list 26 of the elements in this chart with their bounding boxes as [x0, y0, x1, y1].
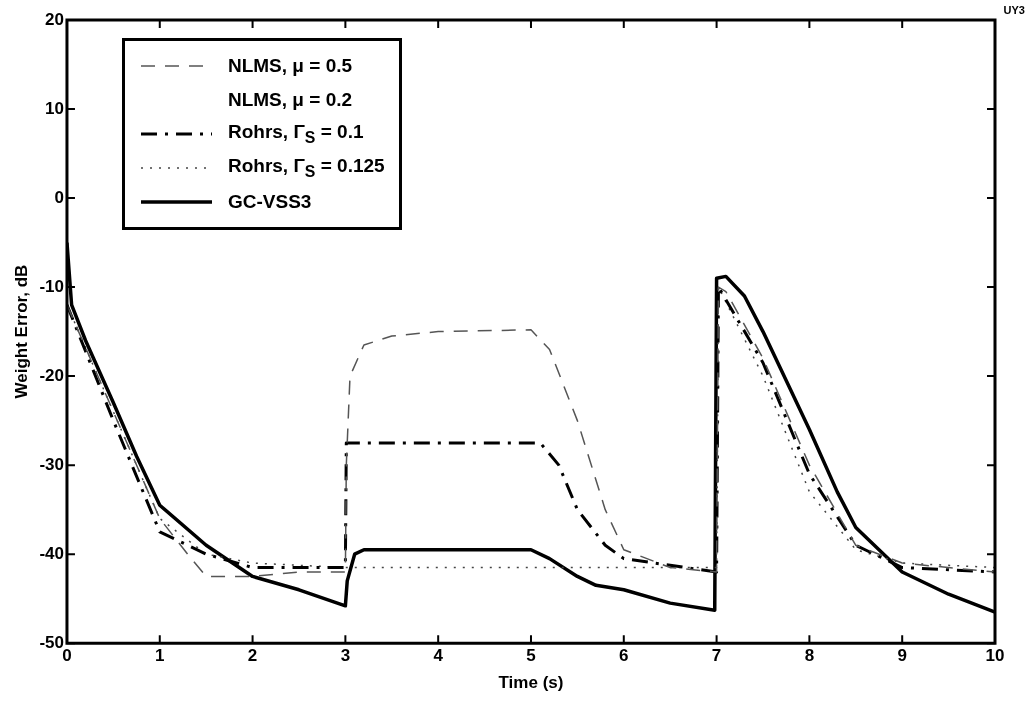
- y-tick-label: -10: [39, 276, 64, 296]
- x-tick-label: 9: [897, 646, 907, 666]
- y-tick-label: -30: [39, 454, 64, 474]
- legend-label: NLMS, μ = 0.5: [227, 55, 353, 77]
- x-axis-title: Time (s): [498, 673, 564, 693]
- legend-label: GC-VSS3: [227, 191, 312, 213]
- text: NLMS, μ = 0.2: [227, 89, 353, 111]
- y-tick-label: 0: [54, 187, 64, 207]
- x-tick-label: 7: [711, 646, 722, 666]
- y-tick-label: -20: [39, 365, 64, 385]
- y-tick-label: -40: [39, 543, 64, 563]
- y-tick-label: -50: [39, 632, 64, 652]
- y-tick-label: 10: [45, 98, 64, 118]
- text: UY3: [1003, 4, 1025, 16]
- y-axis-title: Weight Error, dB: [11, 264, 31, 399]
- legend-label: Rohrs, Γ$_{S}$ = 0.125: [227, 155, 385, 181]
- x-tick-label: 5: [526, 646, 536, 666]
- x-tick-label: 1: [155, 646, 165, 666]
- x-tick-label: 4: [433, 646, 444, 666]
- legend-label: Rohrs, Γ$_{S}$ = 0.1: [227, 121, 364, 147]
- x-tick-label: 6: [619, 646, 629, 666]
- x-tick-label: 2: [247, 646, 258, 666]
- x-tick-label: 8: [804, 646, 815, 666]
- x-tick-label: 3: [340, 646, 351, 666]
- y-tick-label: 20: [45, 9, 64, 29]
- x-tick-label: 10: [985, 646, 1005, 666]
